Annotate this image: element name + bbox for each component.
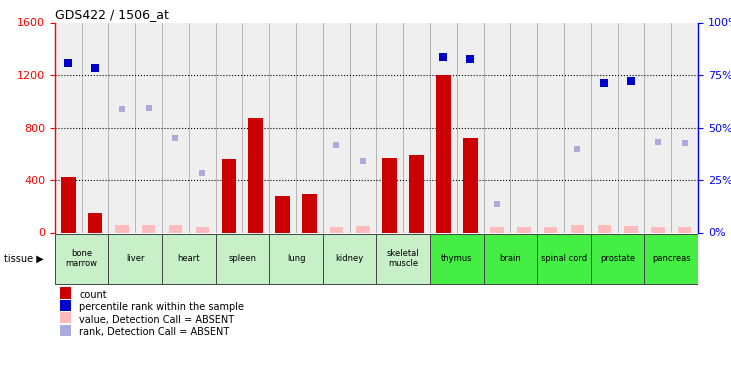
- Text: tissue ▶: tissue ▶: [4, 254, 43, 264]
- Bar: [269, 22, 296, 233]
- Bar: [510, 22, 537, 233]
- Bar: [537, 234, 591, 284]
- Text: GDS422 / 1506_at: GDS422 / 1506_at: [55, 8, 169, 21]
- Bar: [463, 138, 477, 232]
- Bar: [221, 159, 236, 232]
- Text: prostate: prostate: [600, 254, 635, 263]
- Bar: [624, 226, 637, 232]
- Bar: [645, 234, 698, 284]
- Text: lung: lung: [287, 254, 306, 263]
- Bar: [269, 234, 323, 284]
- Bar: [142, 225, 155, 232]
- Bar: [376, 22, 404, 233]
- Bar: [330, 226, 343, 232]
- Text: spleen: spleen: [229, 254, 257, 263]
- Bar: [88, 213, 102, 232]
- Bar: [108, 22, 135, 233]
- Bar: [491, 227, 504, 232]
- Bar: [484, 234, 537, 284]
- Bar: [195, 227, 209, 232]
- Bar: [349, 22, 376, 233]
- Bar: [296, 22, 323, 233]
- Bar: [115, 225, 129, 232]
- Bar: [564, 22, 591, 233]
- Text: kidney: kidney: [336, 254, 364, 263]
- Bar: [55, 22, 82, 233]
- Bar: [409, 155, 424, 232]
- Text: skeletal
muscle: skeletal muscle: [387, 249, 420, 268]
- Bar: [216, 234, 269, 284]
- Bar: [457, 22, 484, 233]
- Bar: [216, 22, 243, 233]
- Bar: [404, 22, 430, 233]
- Bar: [61, 177, 75, 232]
- Bar: [169, 225, 182, 232]
- Bar: [323, 234, 376, 284]
- Legend: count, percentile rank within the sample, value, Detection Call = ABSENT, rank, : count, percentile rank within the sample…: [60, 290, 244, 337]
- Bar: [162, 22, 189, 233]
- Bar: [598, 225, 611, 232]
- Text: bone
marrow: bone marrow: [66, 249, 98, 268]
- Bar: [302, 194, 317, 232]
- Bar: [189, 22, 216, 233]
- Bar: [430, 22, 457, 233]
- Bar: [678, 227, 692, 232]
- Bar: [571, 225, 584, 232]
- Bar: [376, 234, 430, 284]
- Bar: [537, 22, 564, 233]
- Text: brain: brain: [499, 254, 521, 263]
- Bar: [276, 196, 290, 232]
- Bar: [82, 22, 108, 233]
- Bar: [135, 22, 162, 233]
- Text: liver: liver: [126, 254, 145, 263]
- Bar: [591, 22, 618, 233]
- Bar: [243, 22, 269, 233]
- Text: pancreas: pancreas: [652, 254, 691, 263]
- Bar: [430, 234, 484, 284]
- Bar: [518, 227, 531, 232]
- Bar: [618, 22, 645, 233]
- Bar: [645, 22, 671, 233]
- Bar: [544, 227, 557, 232]
- Bar: [108, 234, 162, 284]
- Bar: [55, 234, 108, 284]
- Bar: [356, 226, 370, 232]
- Bar: [249, 118, 263, 232]
- Text: heart: heart: [178, 254, 200, 263]
- Bar: [651, 226, 664, 232]
- Bar: [436, 75, 451, 232]
- Bar: [382, 158, 397, 232]
- Text: spinal cord: spinal cord: [541, 254, 587, 263]
- Bar: [671, 22, 698, 233]
- Bar: [162, 234, 216, 284]
- Bar: [484, 22, 510, 233]
- Bar: [323, 22, 349, 233]
- Text: thymus: thymus: [441, 254, 473, 263]
- Bar: [591, 234, 645, 284]
